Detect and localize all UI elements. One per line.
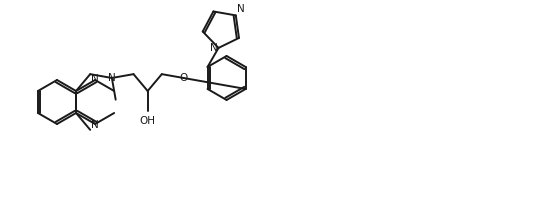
Text: O: O: [179, 73, 188, 83]
Text: N: N: [91, 120, 99, 130]
Text: N: N: [210, 43, 218, 53]
Text: OH: OH: [140, 116, 156, 126]
Text: N: N: [91, 74, 99, 84]
Text: N: N: [237, 4, 244, 14]
Text: N: N: [108, 73, 116, 83]
